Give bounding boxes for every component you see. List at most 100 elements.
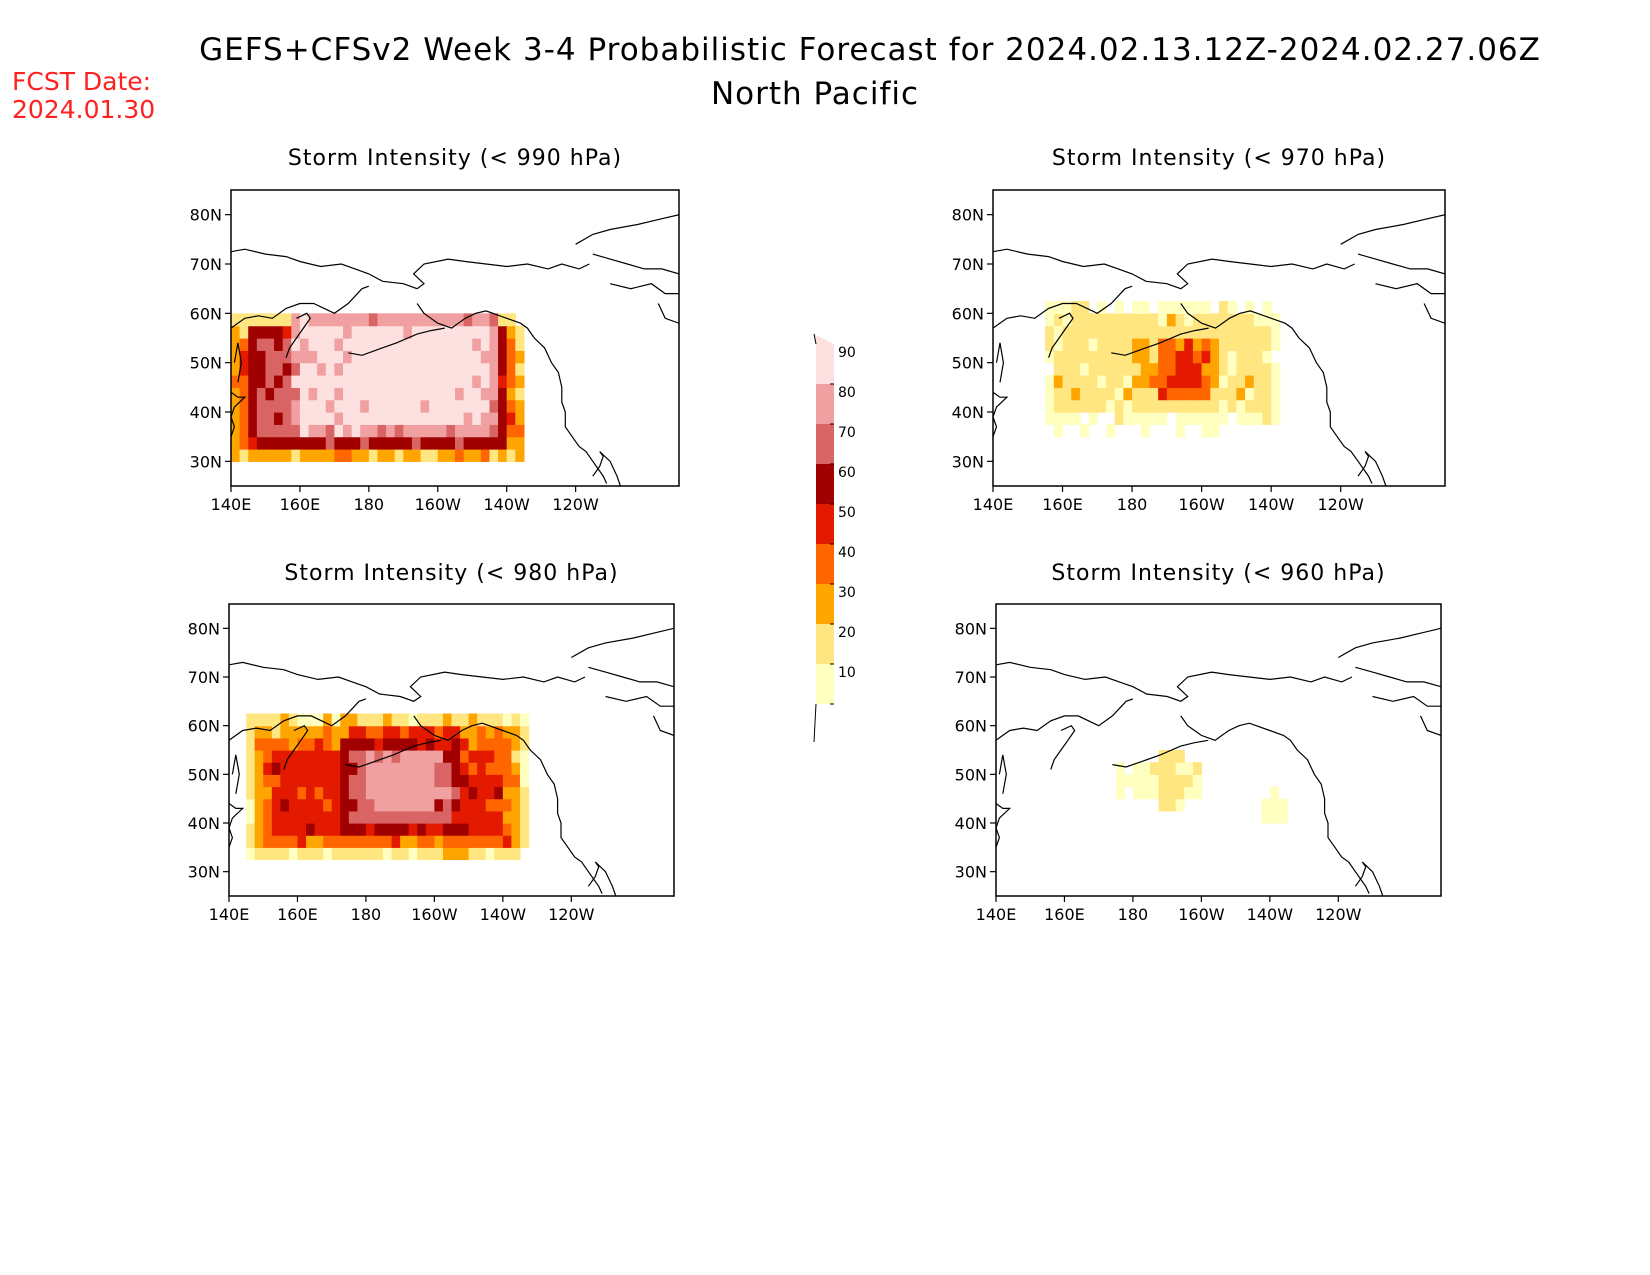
field-cell	[425, 750, 435, 763]
field-cell	[1079, 325, 1090, 339]
field-cell	[403, 350, 413, 364]
field-cell	[460, 835, 470, 848]
field-cell	[1132, 313, 1142, 327]
field-cell	[1132, 362, 1142, 376]
field-cell	[231, 436, 241, 450]
field-cell	[351, 362, 361, 376]
y-tick-label: 30N	[952, 452, 984, 471]
field-cell	[408, 786, 418, 800]
field-cell	[360, 325, 370, 339]
field-cell	[368, 399, 379, 413]
field-cell	[403, 387, 413, 401]
field-cell	[1167, 774, 1177, 788]
field-cell	[256, 424, 267, 438]
field-cell	[437, 362, 447, 376]
field-cell	[1115, 786, 1125, 800]
field-cell	[368, 362, 379, 376]
field-cell	[1071, 301, 1081, 314]
field-cell	[394, 387, 404, 401]
field-cell	[1132, 375, 1142, 388]
field-cell	[451, 823, 461, 836]
field-cell	[420, 387, 430, 401]
colorbar-segment	[816, 344, 834, 384]
coastline	[1419, 715, 1441, 736]
field-cell	[348, 737, 358, 751]
field-cell	[446, 313, 456, 327]
field-cell	[1236, 399, 1246, 413]
field-cell	[343, 350, 353, 364]
field-cell	[446, 325, 456, 339]
field-cell	[254, 810, 264, 824]
field-cell	[343, 325, 353, 339]
field-cell	[357, 750, 367, 763]
field-cell	[248, 375, 258, 388]
field-cell	[348, 847, 358, 861]
field-cell	[271, 798, 281, 812]
field-cell	[1158, 338, 1168, 351]
field-cell	[265, 412, 275, 425]
field-cell	[1062, 313, 1072, 327]
field-cell	[271, 750, 281, 763]
field-cell	[1236, 313, 1246, 327]
field-cell	[1253, 387, 1264, 401]
field-cell	[403, 436, 413, 450]
field-cell	[437, 399, 447, 413]
field-cell	[1141, 762, 1151, 775]
field-cell	[480, 350, 491, 364]
y-tick-label: 80N	[190, 206, 222, 225]
field-cell	[280, 810, 290, 824]
field-cell	[239, 338, 249, 351]
coastline	[1357, 253, 1445, 275]
field-cell	[383, 786, 393, 800]
field-cell	[515, 399, 525, 413]
field-cell	[429, 338, 439, 351]
field-cell	[1071, 338, 1081, 351]
field-cell	[494, 762, 504, 775]
field-cell	[425, 823, 435, 836]
field-cell	[1097, 301, 1107, 314]
field-cell	[1079, 424, 1090, 438]
coastline	[1180, 303, 1373, 484]
field-cell	[1062, 362, 1072, 376]
coastlines	[993, 214, 1445, 486]
x-tick-label: 120W	[548, 905, 595, 924]
field-cell	[317, 399, 327, 413]
field-cell	[317, 387, 327, 401]
field-cell	[340, 725, 350, 739]
field-cell	[1124, 774, 1134, 788]
y-tick-label: 80N	[188, 619, 220, 638]
field-cell	[263, 798, 273, 812]
field-cell	[1271, 338, 1281, 351]
field-cell	[489, 399, 499, 413]
field-cell	[429, 399, 439, 413]
colorbar-segment	[816, 464, 834, 504]
field-cell	[331, 823, 341, 836]
field-cell	[511, 713, 521, 727]
field-cell	[1149, 325, 1159, 339]
field-cell	[248, 412, 258, 425]
field-cell	[1140, 399, 1151, 413]
field-cell	[368, 424, 379, 438]
field-cell	[403, 375, 413, 388]
coastline	[1112, 739, 1209, 768]
field-cell	[274, 313, 284, 327]
field-cell	[386, 449, 396, 462]
field-cell	[263, 725, 273, 739]
field-cell	[386, 375, 396, 388]
field-cell	[511, 750, 521, 763]
field-cell	[429, 375, 439, 388]
field-cell	[288, 750, 299, 763]
field-cell	[411, 350, 422, 364]
field-cell	[480, 399, 491, 413]
field-cell	[374, 737, 384, 751]
field-cell	[291, 350, 301, 364]
field-cell	[331, 774, 341, 788]
field-cell	[386, 399, 396, 413]
coastline	[993, 285, 1133, 329]
field-cell	[1271, 399, 1281, 413]
field-cell	[374, 713, 384, 727]
field-cell	[265, 449, 275, 462]
field-cell	[271, 774, 281, 788]
field-cell	[374, 750, 384, 763]
coastline	[1048, 312, 1074, 358]
